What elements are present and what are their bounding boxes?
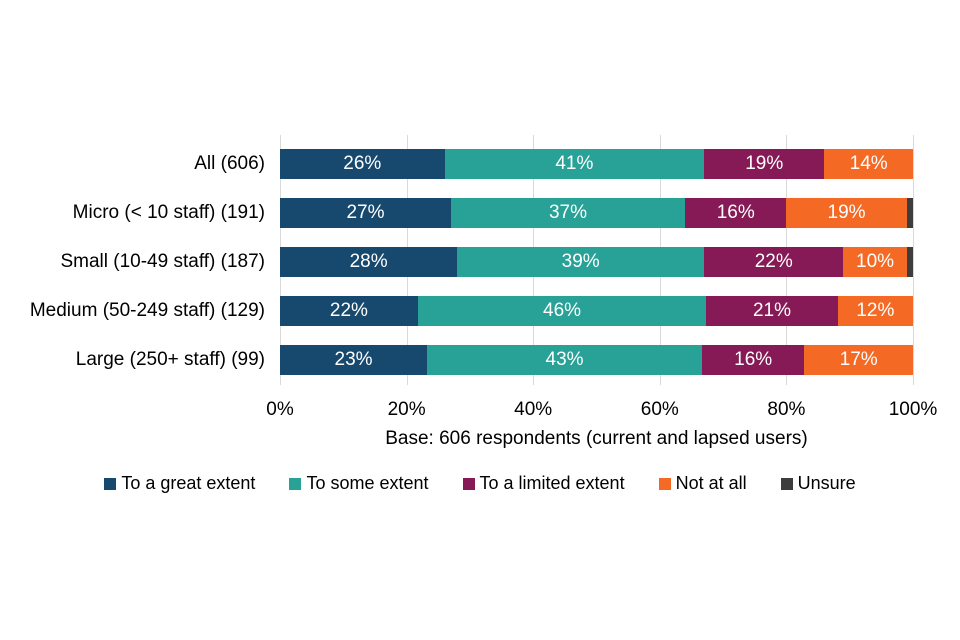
bar-segment-to-some-extent: 37%: [450, 198, 686, 228]
segment-value-label: 23%: [334, 349, 373, 370]
x-axis-tick: 0%: [266, 399, 294, 420]
segment-value-label: 10%: [856, 251, 895, 272]
bar-segment-not-at-all: 12%: [837, 296, 913, 326]
segment-value-label: 27%: [346, 202, 385, 223]
x-axis: 0% 20% 40% 60% 80% 100%: [266, 399, 937, 423]
bar-segment-to-some-extent: 39%: [457, 247, 705, 277]
segment-value-label: 21%: [752, 300, 791, 321]
x-axis-tick: 40%: [514, 399, 553, 420]
segment-value-label: 43%: [545, 349, 584, 370]
legend-swatch-icon: [462, 477, 475, 490]
segment-value-label: 19%: [745, 153, 784, 174]
bar-segment-to-some-extent: 41%: [444, 149, 705, 179]
x-axis-tick: 80%: [767, 399, 806, 420]
legend: To a great extent To some extent To a limi…: [0, 473, 960, 494]
segment-value-label: 14%: [849, 153, 888, 174]
legend-item-to-some-extent: To some extent: [289, 473, 429, 494]
segment-value-label: 26%: [343, 153, 382, 174]
segment-value-label: 37%: [548, 202, 588, 223]
segment-value-label: 41%: [555, 153, 594, 174]
x-axis-tick: 100%: [888, 399, 938, 420]
bar-track: 27% 37% 16% 19%: [280, 198, 913, 228]
x-axis-tick: 60%: [640, 399, 679, 420]
segment-value-label: 19%: [827, 202, 866, 223]
bar-segment-not-at-all: 14%: [824, 149, 913, 179]
bar-segment-unsure: [906, 198, 913, 228]
bar-segment-to-a-limited-extent: 21%: [706, 296, 838, 326]
legend-label: To some extent: [306, 473, 429, 493]
bar-segment-to-a-great-extent: 27%: [280, 198, 451, 228]
bar-segment-to-a-limited-extent: 16%: [702, 345, 805, 375]
chart-row: Medium (50-249 staff) (129) 22% 46% 21% 12%: [0, 296, 960, 326]
bar-segment-to-a-great-extent: 22%: [280, 296, 418, 326]
segment-value-label: 16%: [716, 202, 755, 223]
category-label: All (606): [194, 153, 265, 174]
bar-segment-unsure: [906, 247, 913, 277]
legend-label: To a limited extent: [479, 473, 625, 493]
legend-item-to-a-limited-extent: To a limited extent: [462, 473, 625, 494]
bar-track: 22% 46% 21% 12%: [280, 296, 913, 326]
legend-swatch-icon: [658, 477, 671, 490]
legend-item-to-a-great-extent: To a great extent: [104, 473, 255, 494]
category-label: Small (10-49 staff) (187): [60, 251, 265, 272]
bar-segment-to-a-great-extent: 26%: [280, 149, 445, 179]
legend-label: Not at all: [675, 473, 747, 493]
bar-rows: All (606) 26% 41% 19% 14% Micro (< 10 staff) …: [0, 149, 960, 394]
bar-track: 28% 39% 22% 10%: [280, 247, 913, 277]
bar-segment-to-a-limited-extent: 22%: [704, 247, 844, 277]
bar-segment-to-some-extent: 43%: [427, 345, 702, 375]
segment-value-label: 39%: [561, 251, 600, 272]
legend-item-unsure: Unsure: [780, 473, 856, 494]
segment-value-label: 16%: [734, 349, 773, 370]
gridline: [913, 135, 914, 385]
chart-row: All (606) 26% 41% 19% 14%: [0, 149, 960, 179]
bar-track: 23% 43% 16% 17%: [280, 345, 913, 375]
legend-item-not-at-all: Not at all: [658, 473, 747, 494]
bar-segment-not-at-all: 10%: [843, 247, 907, 277]
segment-value-label: 12%: [856, 300, 895, 321]
segment-value-label: 17%: [839, 349, 878, 370]
category-label: Micro (< 10 staff) (191): [72, 202, 265, 223]
bar-segment-not-at-all: 19%: [786, 198, 907, 228]
segment-value-label: 28%: [349, 251, 388, 272]
bar-track: 26% 41% 19% 14%: [280, 149, 913, 179]
legend-label: To a great extent: [121, 473, 256, 493]
chart-row: Small (10-49 staff) (187) 28% 39% 22% 10%: [0, 247, 960, 277]
bar-segment-to-a-limited-extent: 19%: [704, 149, 825, 179]
bar-segment-to-a-great-extent: 28%: [280, 247, 458, 277]
bar-segment-to-some-extent: 46%: [417, 296, 707, 326]
category-label: Medium (50-249 staff) (129): [29, 300, 265, 321]
legend-label: Unsure: [797, 473, 856, 493]
segment-value-label: 22%: [329, 300, 368, 321]
bar-segment-to-a-great-extent: 23%: [280, 345, 428, 375]
legend-swatch-icon: [104, 477, 117, 490]
bar-segment-not-at-all: 17%: [804, 345, 913, 375]
x-axis-tick: 20%: [387, 399, 426, 420]
legend-swatch-icon: [289, 477, 302, 490]
bar-segment-to-a-limited-extent: 16%: [685, 198, 787, 228]
segment-value-label: 46%: [543, 300, 582, 321]
chart-row: Large (250+ staff) (99) 23% 43% 16% 17%: [0, 345, 960, 375]
segment-value-label: 22%: [754, 251, 793, 272]
category-label: Large (250+ staff) (99): [75, 349, 265, 370]
chart-row: Micro (< 10 staff) (191) 27% 37% 16% 19%: [0, 198, 960, 228]
base-note: Base: 606 respondents (current and lapse…: [385, 428, 808, 449]
legend-swatch-icon: [780, 477, 793, 490]
